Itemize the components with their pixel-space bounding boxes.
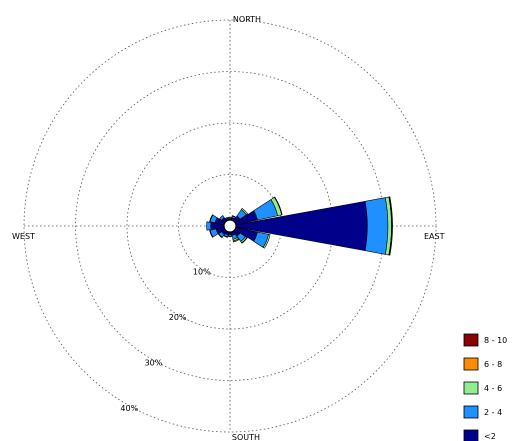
legend-swatch bbox=[463, 357, 479, 371]
radial-tick-label: 10% bbox=[193, 267, 211, 276]
legend-label: 6 - 8 bbox=[484, 360, 502, 369]
legend-swatch bbox=[463, 333, 479, 347]
legend-swatch bbox=[463, 405, 479, 419]
petal-nne-46 bbox=[231, 215, 237, 218]
radial-tick-label: 30% bbox=[145, 358, 163, 367]
legend-label: <2 bbox=[484, 432, 496, 441]
petal-e-2 bbox=[235, 200, 368, 252]
petal-wsw-46 bbox=[209, 229, 214, 238]
petal-se-68 bbox=[241, 237, 248, 244]
legend-label: 2 - 4 bbox=[484, 408, 502, 417]
petal-sw-46 bbox=[217, 233, 223, 239]
radial-tick-label: 40% bbox=[120, 404, 138, 413]
axis-labels: NORTH EAST SOUTH WEST bbox=[12, 15, 445, 441]
petal-ene-68 bbox=[273, 196, 283, 216]
south-label: SOUTH bbox=[232, 433, 260, 441]
petal-e-810 bbox=[389, 196, 393, 256]
legend-label: 4 - 6 bbox=[484, 384, 502, 393]
petal-s-46 bbox=[227, 235, 233, 237]
radial-tick-labels: 10% 20% 30% 40% bbox=[120, 267, 211, 412]
calm-circle bbox=[223, 219, 237, 233]
calm-center bbox=[223, 219, 237, 233]
petal-nnw-24 bbox=[224, 216, 229, 220]
grid-ring-40 bbox=[23, 19, 437, 433]
west-label: WEST bbox=[12, 232, 35, 241]
petal-ssw-46 bbox=[223, 234, 229, 238]
legend-swatch bbox=[463, 381, 479, 395]
petal-ese-46 bbox=[262, 233, 271, 249]
legend-label: 8 - 10 bbox=[484, 336, 507, 345]
petal-e-24 bbox=[364, 197, 389, 255]
legend-swatch bbox=[463, 429, 479, 441]
radial-tick-label: 20% bbox=[169, 313, 187, 322]
petal-wnw-46 bbox=[209, 214, 214, 223]
north-label: NORTH bbox=[233, 15, 261, 24]
petal-nw-24 bbox=[219, 215, 225, 221]
petal-ne-46 bbox=[240, 207, 249, 216]
legend: 8 - 10 6 - 8 4 - 6 2 - 4 <2 bbox=[463, 333, 507, 441]
petal-sse-68 bbox=[232, 238, 240, 243]
petal-w-24 bbox=[206, 221, 212, 231]
east-label: EAST bbox=[424, 232, 445, 241]
petal-n-24 bbox=[228, 217, 232, 219]
